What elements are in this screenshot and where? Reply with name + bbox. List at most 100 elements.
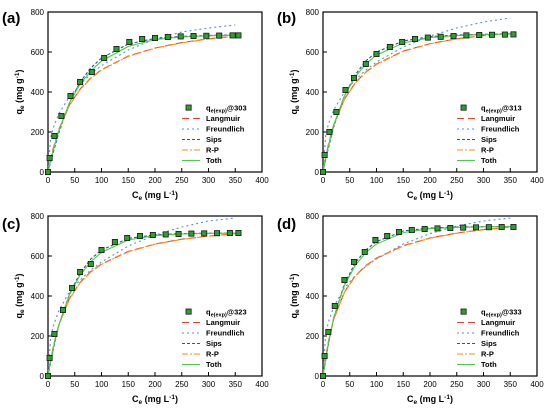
x-axis-label-close: ) xyxy=(450,394,453,404)
legend-exp-sub: e(exp) xyxy=(211,313,227,319)
legend-label-r-p: R-P xyxy=(206,146,219,155)
x-tick-label: 200 xyxy=(148,380,162,389)
x-tick-label: 400 xyxy=(530,380,544,389)
data-point xyxy=(351,258,358,265)
y-axis-label: qe (mg g-1) xyxy=(14,70,26,115)
data-point xyxy=(88,69,95,76)
y-axis-label-sub: e xyxy=(294,309,301,313)
x-tick-label: 300 xyxy=(477,176,491,185)
y-axis-label-main: q xyxy=(14,109,24,115)
data-point xyxy=(45,168,52,175)
x-axis-label-sub: e xyxy=(414,399,418,406)
data-point xyxy=(77,268,84,275)
x-axis-label-sub: e xyxy=(414,195,418,202)
x-tick-label: 200 xyxy=(148,176,162,185)
x-tick-label: 300 xyxy=(477,380,491,389)
data-point xyxy=(372,236,379,243)
data-point xyxy=(67,93,74,100)
x-tick-label: 150 xyxy=(397,176,411,185)
x-tick-label: 50 xyxy=(345,176,354,185)
x-tick-label: 100 xyxy=(95,176,109,185)
y-tick-label: 800 xyxy=(306,8,320,17)
y-tick-label: 400 xyxy=(306,88,320,97)
legend-marker-experimental xyxy=(460,104,467,111)
y-tick-label: 200 xyxy=(31,332,45,341)
data-point xyxy=(77,79,84,86)
data-point xyxy=(201,230,208,237)
data-point xyxy=(137,232,144,239)
y-axis-label-main: q xyxy=(14,313,24,319)
y-axis-label-sub: e xyxy=(294,105,301,109)
x-tick-label: 250 xyxy=(450,176,464,185)
x-tick-label: 100 xyxy=(95,380,109,389)
data-point xyxy=(450,33,457,40)
chart-panel: 0 50 100 150 200 250 300 350 400 0 200 400 600 800 (d)… xyxy=(277,212,544,406)
data-point xyxy=(373,51,380,58)
x-axis-label-unit: (mg L xyxy=(417,190,444,200)
data-point xyxy=(151,35,158,42)
data-point xyxy=(101,55,108,62)
data-point xyxy=(190,33,197,40)
data-point xyxy=(319,168,326,175)
x-axis-label-sub: e xyxy=(139,399,143,406)
x-tick-label: 400 xyxy=(255,380,269,389)
legend-label-experimental: qe(exp)@313 xyxy=(481,104,522,115)
legend-exp-sub: e(exp) xyxy=(486,109,502,115)
y-axis-label-main: q xyxy=(289,313,299,319)
legend-label-freundlich: Freundlich xyxy=(481,329,520,338)
data-point xyxy=(203,32,210,39)
data-point xyxy=(177,33,184,40)
y-axis-label-close: ) xyxy=(14,274,24,277)
data-point xyxy=(485,224,492,231)
x-tick-label: 0 xyxy=(46,176,51,185)
x-tick-label: 400 xyxy=(255,176,269,185)
panel-label: (b) xyxy=(277,10,296,27)
legend-exp-suffix: @333 xyxy=(502,308,522,317)
y-axis-label-close: ) xyxy=(289,274,299,277)
legend-label-toth: Toth xyxy=(206,156,222,165)
x-tick-label: 250 xyxy=(175,176,189,185)
legend-label-langmuir: Langmuir xyxy=(206,318,240,327)
legend-exp-suffix: @323 xyxy=(227,308,247,317)
legend-exp-suffix: @313 xyxy=(502,104,522,113)
y-tick-label: 200 xyxy=(306,332,320,341)
data-point xyxy=(51,330,58,337)
y-axis-label-main: q xyxy=(289,109,299,115)
data-point xyxy=(87,260,94,267)
x-axis-label-sup: -1 xyxy=(169,394,175,401)
data-point xyxy=(45,372,52,379)
series-line-freundlich xyxy=(47,217,236,377)
data-point xyxy=(476,32,483,39)
x-axis-label-unit: (mg L xyxy=(142,190,169,200)
x-axis-label-sup: -1 xyxy=(444,394,450,401)
data-point xyxy=(463,32,470,39)
legend-marker-experimental xyxy=(460,308,467,315)
x-tick-label: 50 xyxy=(70,380,79,389)
data-point xyxy=(399,39,406,46)
legend-label-r-p: R-P xyxy=(481,146,494,155)
legend-exp-suffix: @303 xyxy=(227,104,247,113)
x-axis-label-close: ) xyxy=(450,190,453,200)
y-axis-label-sup: -1 xyxy=(14,72,21,78)
legend-label-freundlich: Freundlich xyxy=(206,125,245,134)
y-tick-label: 600 xyxy=(306,252,320,261)
data-point xyxy=(235,32,242,39)
data-point xyxy=(408,226,415,233)
y-tick-label: 0 xyxy=(315,168,320,177)
x-tick-label: 0 xyxy=(46,380,51,389)
x-tick-label: 300 xyxy=(202,380,216,389)
data-point xyxy=(46,154,53,161)
data-point xyxy=(188,230,195,237)
x-axis-label-main: C xyxy=(407,190,414,200)
data-point xyxy=(437,33,444,40)
x-tick-label: 250 xyxy=(175,380,189,389)
data-point xyxy=(510,223,517,230)
legend-label-sips: Sips xyxy=(481,135,497,144)
legend-label-r-p: R-P xyxy=(481,350,494,359)
legend-label-sips: Sips xyxy=(481,339,497,348)
legend-exp-sub: e(exp) xyxy=(486,313,502,319)
y-tick-label: 600 xyxy=(31,48,45,57)
